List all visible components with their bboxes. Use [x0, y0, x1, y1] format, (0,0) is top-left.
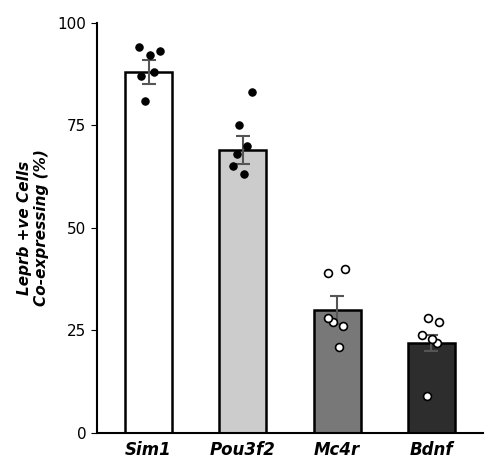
Point — [240, 171, 248, 178]
Point — [324, 314, 332, 322]
Point — [428, 335, 436, 342]
Point — [435, 318, 443, 326]
Point — [433, 339, 441, 347]
Point — [340, 265, 348, 273]
Point — [146, 52, 154, 60]
Point — [141, 97, 149, 104]
Bar — [408, 343, 455, 433]
Bar — [125, 72, 172, 433]
Bar — [314, 310, 360, 433]
Point — [233, 150, 241, 158]
Point — [324, 269, 332, 277]
Point — [330, 318, 338, 326]
Point — [230, 162, 237, 170]
Point — [248, 89, 256, 96]
Point — [335, 343, 343, 351]
Point — [235, 121, 243, 129]
Point — [418, 331, 426, 338]
Point — [137, 72, 145, 80]
Point — [424, 314, 432, 322]
Point — [156, 48, 164, 55]
Point — [135, 43, 143, 51]
Point — [339, 323, 347, 330]
Point — [423, 392, 431, 400]
Point — [150, 68, 158, 76]
Bar — [220, 150, 266, 433]
Y-axis label: Leprb +ve Cells
Co-expressing (%): Leprb +ve Cells Co-expressing (%) — [16, 149, 49, 306]
Point — [242, 142, 250, 149]
